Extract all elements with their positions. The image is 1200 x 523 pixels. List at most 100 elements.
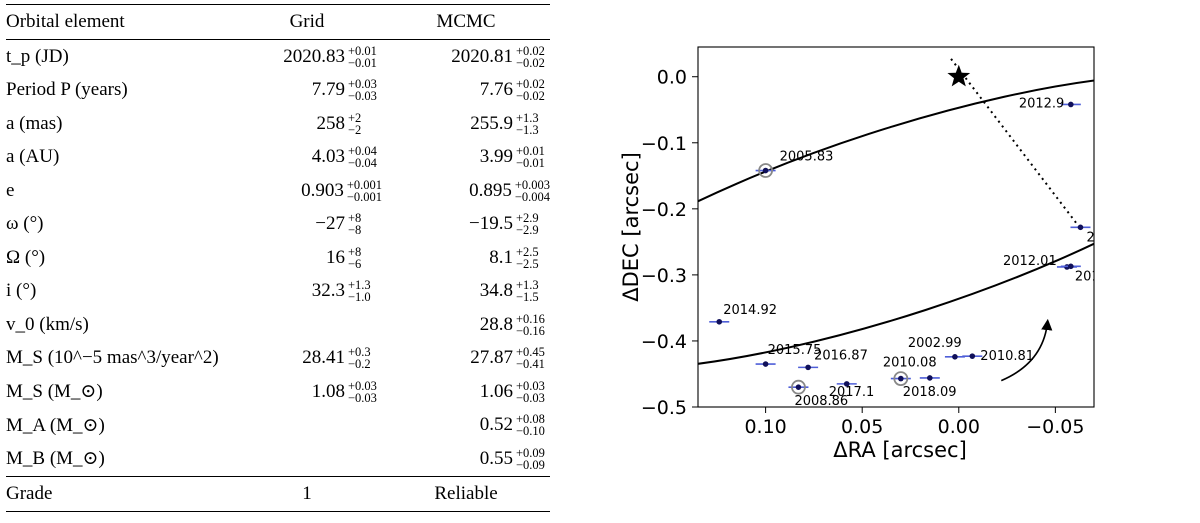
- table-row: a (AU) 4.03 +0.04 −0.04 3.99 +0.01 −0.01: [6, 141, 550, 175]
- table-row: Ω (°) 16 +8 −6 8.1 +2.5 −2.5: [6, 241, 550, 275]
- upper-error: +0.45: [516, 345, 545, 360]
- upper-error: +0.003: [514, 177, 550, 192]
- grid-value: 4.03 +0.04 −0.04: [232, 141, 382, 175]
- data-point-label: 2020.11: [1086, 230, 1140, 245]
- grid-value: 258 +2 −2: [232, 107, 382, 141]
- table-row: M_S (10^−5 mas^3/year^2) 28.41 +0.3 −0.2 27.…: [6, 342, 550, 376]
- header-orbital-element: Orbital element: [6, 4, 232, 40]
- lower-error: −6: [348, 256, 362, 271]
- upper-error: +0.02: [516, 77, 545, 92]
- orbit-direction-arrow: [1000, 318, 1053, 382]
- x-tick-label: 0.05: [841, 416, 883, 438]
- upper-error: +0.01: [516, 144, 545, 159]
- value-with-errors: 1.08 +0.03 −0.03: [312, 380, 382, 405]
- x-axis-label: ΔRA [arcsec]: [833, 438, 967, 462]
- data-point: [762, 361, 769, 367]
- upper-error: +0.03: [348, 77, 377, 92]
- lower-error: −0.01: [516, 156, 545, 171]
- upper-error: +1.3: [516, 278, 539, 293]
- value-number: 8.1: [489, 246, 513, 268]
- grade-mcmc: Reliable: [382, 475, 550, 512]
- mcmc-value: 34.8 +1.3 −1.5: [382, 275, 550, 309]
- value-with-errors: 0.52 +0.08 −0.10: [479, 413, 550, 438]
- value-uncertainties: +8 −8: [348, 212, 382, 237]
- data-point: [1077, 224, 1084, 231]
- mcmc-value: −19.5 +2.9 −2.9: [382, 208, 550, 242]
- data-point-label: 2002.99: [908, 336, 962, 351]
- value-uncertainties: +0.16 −0.16: [516, 313, 550, 338]
- data-point-label: 2018.09: [903, 385, 957, 400]
- lower-error: −0.41: [516, 357, 545, 372]
- value-uncertainties: +8 −6: [348, 246, 382, 271]
- grade-label: Grade: [6, 475, 232, 512]
- data-point-label: 2017.1: [829, 385, 875, 400]
- value-with-errors: 2020.83 +0.01 −0.01: [283, 45, 382, 70]
- lower-error: −0.16: [516, 323, 545, 338]
- value-number: 2020.81: [451, 45, 513, 67]
- data-point-label: 2014.92: [723, 303, 777, 318]
- value-number: 0.52: [479, 414, 513, 436]
- value-number: −19.5: [469, 213, 513, 235]
- grid-value: 32.3 +1.3 −1.0: [232, 275, 382, 309]
- upper-error: +2.5: [516, 244, 539, 259]
- lower-error: −0.03: [348, 390, 377, 405]
- line-of-nodes: [950, 58, 1080, 227]
- grid-value: [232, 442, 382, 476]
- y-tick-label: −0.5: [641, 397, 687, 419]
- value-with-errors: 0.55 +0.09 −0.09: [480, 445, 550, 472]
- value-number: 258: [316, 112, 346, 134]
- data-point-label: 2019.79: [1075, 269, 1129, 284]
- x-tick-label: 0.00: [938, 416, 980, 438]
- data-point: [1068, 101, 1074, 108]
- orbital-elements-table: Orbital element Grid MCMC t_p (JD) 2020.8…: [6, 4, 550, 512]
- element-name: i (°): [6, 280, 37, 302]
- value-uncertainties: +0.01 −0.01: [516, 144, 550, 171]
- value-uncertainties: +2 −2: [348, 112, 382, 137]
- header-grid: Grid: [232, 4, 382, 40]
- table-row: M_B (M_⊙) 0.55 +0.09 −0.09: [6, 442, 550, 476]
- value-with-errors: 7.79 +0.03 −0.03: [312, 77, 382, 104]
- element-name: M_S (M_⊙): [6, 381, 103, 403]
- value-with-errors: 27.87 +0.45 −0.41: [470, 345, 550, 372]
- value-with-errors: 0.895 +0.003 −0.004: [469, 177, 550, 204]
- lower-error: −0.02: [516, 89, 545, 104]
- element-name: t_p (JD): [6, 45, 69, 67]
- mcmc-value: 1.06 +0.03 −0.03: [382, 375, 550, 409]
- grid-value: [232, 308, 382, 342]
- value-number: 28.41: [302, 347, 345, 369]
- element-name: Ω (°): [6, 246, 46, 268]
- value-with-errors: 28.41 +0.3 −0.2: [302, 346, 382, 371]
- data-point-label: 2008.86: [794, 394, 848, 409]
- value-number: −27: [315, 213, 345, 235]
- value-number: 4.03: [311, 146, 345, 168]
- value-number: 34.8: [479, 280, 513, 302]
- grid-value: 0.903 +0.001 −0.001: [232, 174, 382, 208]
- upper-error: +0.09: [516, 445, 545, 460]
- element-name: a (mas): [6, 112, 63, 134]
- lower-error: −0.03: [348, 89, 377, 104]
- data-point: [716, 318, 723, 325]
- value-with-errors: 1.06 +0.03 −0.03: [480, 380, 550, 405]
- value-uncertainties: +0.03 −0.03: [348, 77, 382, 104]
- value-uncertainties: +0.01 −0.01: [348, 45, 382, 70]
- grid-value: −27 +8 −8: [232, 208, 382, 242]
- lower-error: −2.5: [516, 256, 539, 271]
- table-row: t_p (JD) 2020.83 +0.01 −0.01 2020.81 +0.02 −0.…: [6, 40, 550, 74]
- data-point-ring: [758, 163, 774, 178]
- table-row: e 0.903 +0.001 −0.001 0.895 +0.003 −0.004: [6, 174, 550, 208]
- value-with-errors: 2020.81 +0.02 −0.02: [451, 45, 550, 70]
- mcmc-value: 7.76 +0.02 −0.02: [382, 74, 550, 108]
- upper-error: +1.3: [516, 110, 539, 125]
- lower-error: −0.04: [348, 156, 377, 171]
- data-point: [762, 167, 769, 174]
- value-with-errors: 8.1 +2.5 −2.5: [489, 244, 550, 271]
- lower-error: −0.004: [514, 189, 550, 204]
- value-number: 28.8: [479, 313, 513, 335]
- x-tick-label: −0.05: [1026, 416, 1084, 438]
- data-point: [927, 375, 933, 381]
- value-number: 27.87: [470, 347, 513, 369]
- table-row: M_S (M_⊙) 1.08 +0.03 −0.03 1.06 +0.03 −0.03: [6, 375, 550, 409]
- mcmc-value: 3.99 +0.01 −0.01: [382, 141, 550, 175]
- lower-error: −0.09: [516, 457, 545, 472]
- grade-grid: 1: [232, 475, 382, 512]
